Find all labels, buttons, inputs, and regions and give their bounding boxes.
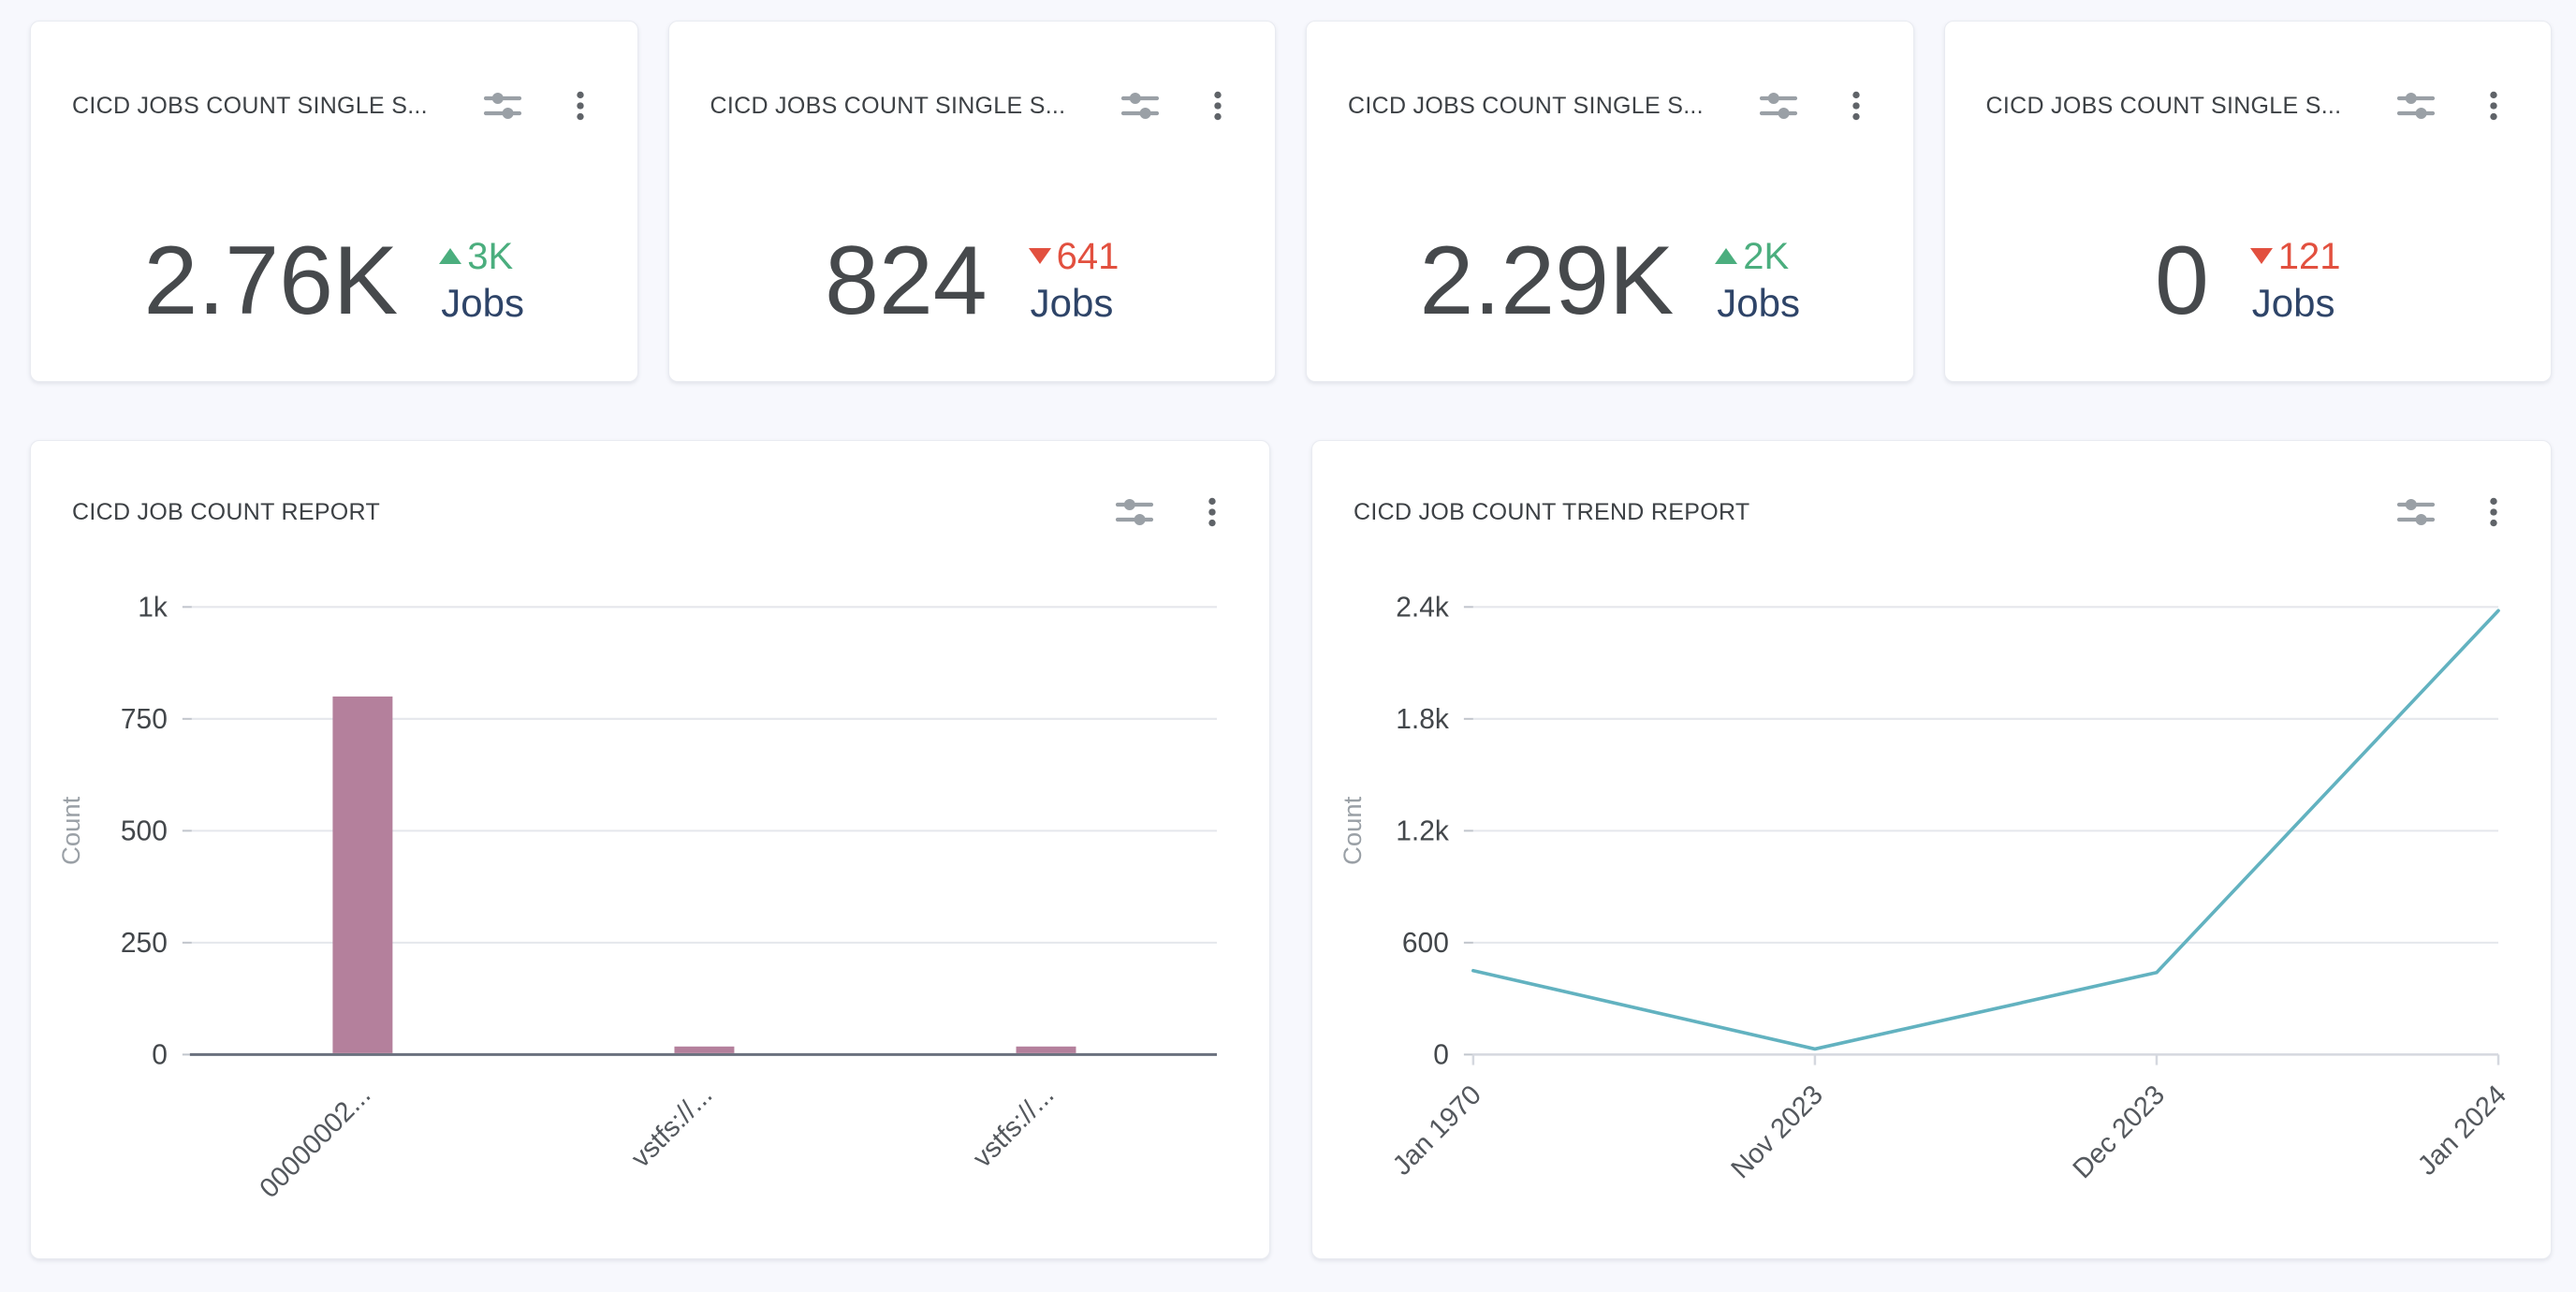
stat-unit: Jobs (441, 280, 524, 325)
stats-row: CICD JOBS COUNT SINGLE S... 2.76K 3K Jobs CI… (30, 21, 2552, 382)
stat-delta-value: 121 (2277, 235, 2341, 277)
line-chart-title: CICD JOB COUNT TREND REPORT (1354, 498, 1750, 525)
stat-card-title: CICD JOBS COUNT SINGLE S... (710, 92, 1066, 119)
sliders-icon[interactable] (2393, 490, 2438, 535)
line-chart[interactable]: 0 600 1.2k 1.8k 2.4k Count Jan 1970 Nov 2023 Dec… (1312, 535, 2551, 1258)
y-tick-label: 1k (138, 592, 168, 623)
line-chart-card-header: CICD JOB COUNT TREND REPORT (1312, 441, 2551, 535)
bar[interactable] (1016, 1046, 1076, 1053)
stat-value: 0 (2154, 227, 2209, 335)
stat-card-actions (480, 83, 600, 128)
stat-delta: 121 (2249, 235, 2341, 277)
trend-up-icon (439, 248, 462, 265)
sliders-icon[interactable] (480, 83, 525, 128)
stat-card-actions (1756, 83, 1876, 128)
y-tick-label: 1.2k (1396, 815, 1450, 846)
y-axis-title: Count (56, 796, 85, 865)
stat-value: 2.76K (143, 227, 399, 335)
stat-delta-block: 2K Jobs (1715, 236, 1800, 326)
stat-delta-value: 2K (1743, 235, 1790, 277)
trend-down-icon (1028, 248, 1051, 265)
stat-unit: Jobs (1717, 280, 1800, 325)
stat-body: 0 121 Jobs (1945, 128, 2552, 381)
kebab-menu-icon[interactable] (2474, 86, 2513, 125)
sliders-icon[interactable] (1112, 490, 1157, 535)
kebab-menu-icon[interactable] (1198, 86, 1237, 125)
y-tick-label: 2.4k (1396, 592, 1450, 623)
trend-up-icon (1715, 248, 1738, 265)
bar[interactable] (332, 696, 393, 1053)
y-axis-title: Count (1338, 796, 1367, 865)
x-tick-label: vstfs://... (968, 1079, 1061, 1173)
y-tick-label: 0 (152, 1039, 168, 1070)
stat-card: CICD JOBS COUNT SINGLE S... 2.29K 2K Jobs (1306, 21, 1914, 382)
kebab-menu-icon[interactable] (561, 86, 600, 125)
bar-chart-card-actions (1112, 490, 1232, 535)
stat-card-header: CICD JOBS COUNT SINGLE S... (31, 22, 637, 128)
stat-body: 824 641 Jobs (669, 128, 1276, 381)
trend-down-icon (2249, 248, 2273, 265)
stat-delta: 3K (439, 236, 513, 277)
y-tick-label: 1.8k (1396, 704, 1450, 735)
stat-delta-value: 3K (467, 235, 514, 277)
kebab-menu-icon[interactable] (2474, 492, 2513, 532)
y-tick-label: 500 (121, 815, 168, 846)
line-chart-card-actions (2393, 490, 2513, 535)
stat-delta-block: 3K Jobs (439, 236, 524, 326)
y-tick-label: 750 (121, 704, 168, 735)
bar-chart-title: CICD JOB COUNT REPORT (72, 498, 381, 525)
bar-chart[interactable]: 0 250 500 750 1k Count 00000002... vstfs://... v… (31, 535, 1269, 1258)
bar-chart-card-header: CICD JOB COUNT REPORT (31, 441, 1269, 535)
sliders-icon[interactable] (1756, 83, 1801, 128)
stat-card-header: CICD JOBS COUNT SINGLE S... (669, 22, 1276, 128)
stat-body: 2.76K 3K Jobs (31, 128, 637, 381)
stat-body: 2.29K 2K Jobs (1307, 128, 1913, 381)
stat-value: 2.29K (1419, 227, 1675, 335)
stat-delta: 641 (1028, 235, 1120, 277)
x-tick-label: Jan 2024 (2412, 1079, 2512, 1182)
stat-card: CICD JOBS COUNT SINGLE S... 824 641 Jobs (667, 21, 1276, 382)
charts-row: CICD JOB COUNT REPORT 0 250 500 750 1k Count 0… (30, 440, 2552, 1259)
y-tick-label: 600 (1402, 928, 1449, 959)
stat-delta: 2K (1715, 236, 1789, 277)
stat-card: CICD JOBS COUNT SINGLE S... 0 121 Jobs (1943, 21, 2552, 382)
stat-card-header: CICD JOBS COUNT SINGLE S... (1945, 22, 2552, 128)
trend-line[interactable] (1471, 609, 2500, 1051)
stat-card-title: CICD JOBS COUNT SINGLE S... (72, 92, 428, 119)
y-tick-label: 250 (121, 928, 168, 959)
stat-delta-block: 641 Jobs (1028, 235, 1120, 326)
x-tick-label: Dec 2023 (2068, 1079, 2171, 1184)
stat-card-actions (1118, 83, 1237, 128)
bar[interactable] (674, 1046, 735, 1053)
y-tick-label: 0 (1433, 1039, 1449, 1070)
stat-value: 824 (825, 227, 988, 335)
stat-card-header: CICD JOBS COUNT SINGLE S... (1307, 22, 1913, 128)
kebab-menu-icon[interactable] (1193, 492, 1232, 532)
x-tick-label: Nov 2023 (1726, 1079, 1829, 1184)
kebab-menu-icon[interactable] (1837, 86, 1876, 125)
line-chart-card: CICD JOB COUNT TREND REPORT 0 600 1.2k 1.8k… (1311, 440, 2552, 1259)
stat-delta-block: 121 Jobs (2249, 235, 2341, 326)
stat-delta-value: 641 (1056, 235, 1120, 277)
sliders-icon[interactable] (2393, 83, 2438, 128)
stat-unit: Jobs (1030, 280, 1114, 325)
sliders-icon[interactable] (1118, 83, 1163, 128)
x-tick-label: vstfs://... (626, 1079, 719, 1173)
bar-chart-card: CICD JOB COUNT REPORT 0 250 500 750 1k Count 0… (30, 440, 1270, 1259)
x-tick-label: 00000002... (255, 1079, 377, 1204)
x-tick-label: Jan 1970 (1387, 1079, 1487, 1182)
stat-card-title: CICD JOBS COUNT SINGLE S... (1348, 92, 1704, 119)
stat-card-actions (2393, 83, 2513, 128)
stat-card: CICD JOBS COUNT SINGLE S... 2.76K 3K Jobs (30, 21, 638, 382)
stat-unit: Jobs (2251, 280, 2335, 325)
stat-card-title: CICD JOBS COUNT SINGLE S... (1985, 92, 2342, 119)
